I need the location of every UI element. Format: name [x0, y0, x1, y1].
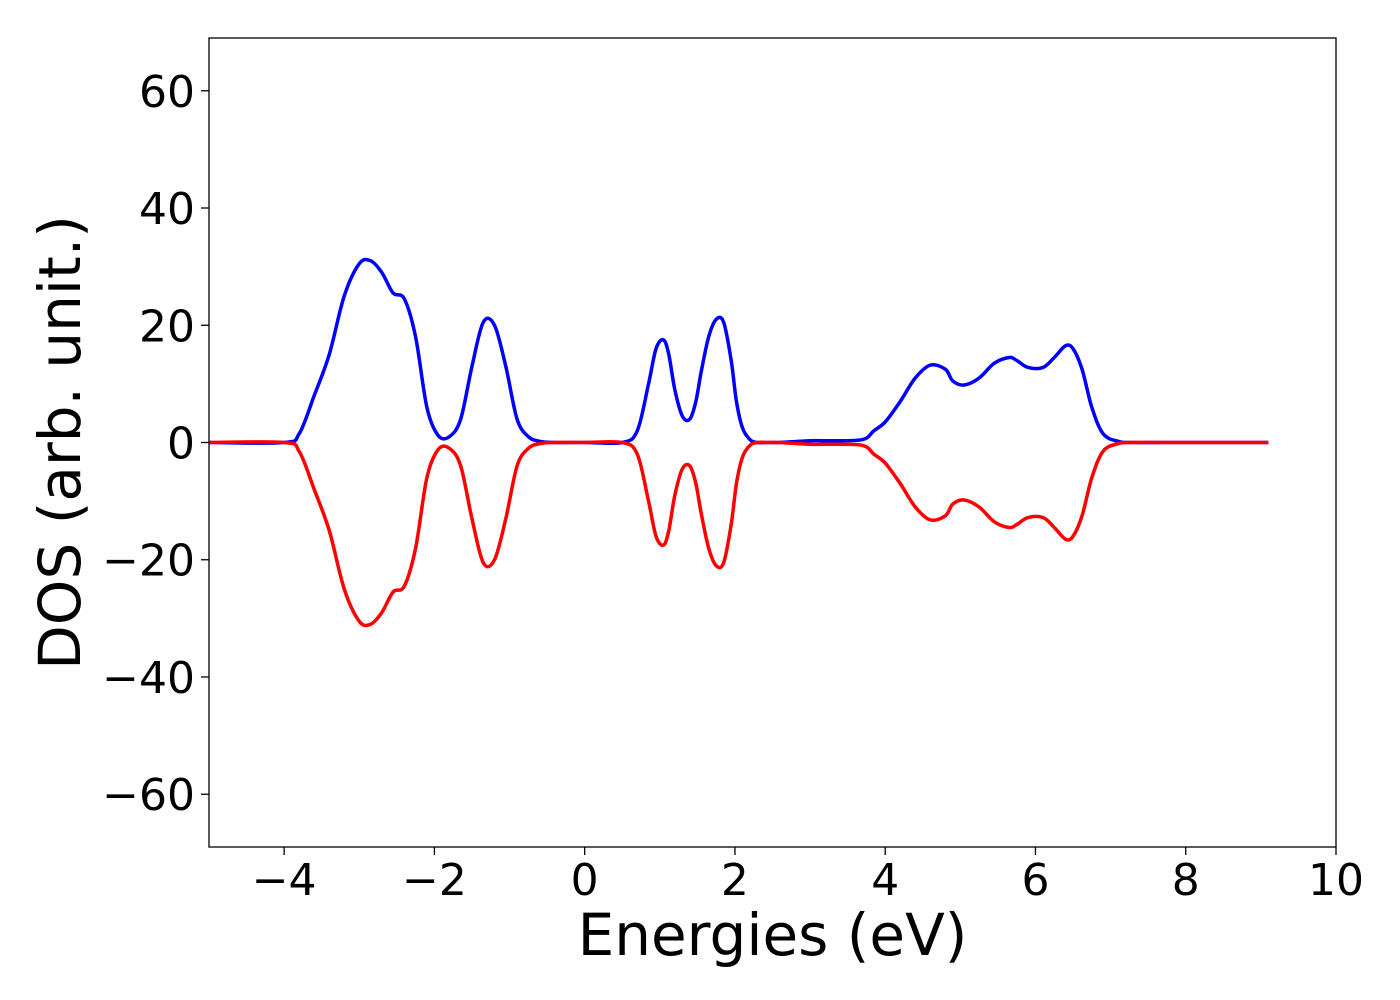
y-tick-label: −40	[102, 653, 195, 704]
x-axis-label: Energies (eV)	[578, 901, 968, 969]
x-tick-label: 10	[1308, 855, 1364, 906]
y-tick-label: 20	[139, 301, 195, 352]
y-axis-label: DOS (arb. unit.)	[26, 215, 94, 670]
y-tick-label: 60	[139, 67, 195, 118]
y-tick-label: 40	[139, 184, 195, 235]
x-tick-label: 4	[871, 855, 899, 906]
x-axis-ticks: −4 −2 0 2 4 6 8 10	[252, 847, 1364, 906]
y-tick-label: 0	[167, 419, 195, 470]
x-tick-label: −4	[252, 855, 317, 906]
y-axis-ticks: −60 −40 −20 0 20 40 60	[102, 67, 209, 821]
y-tick-label: −60	[102, 770, 195, 821]
x-tick-label: −2	[402, 855, 467, 906]
x-tick-label: 2	[721, 855, 749, 906]
x-tick-label: 8	[1172, 855, 1200, 906]
series-lines	[208, 257, 1269, 628]
series-line-blue	[208, 257, 1269, 446]
x-tick-label: 0	[571, 855, 599, 906]
y-tick-label: −20	[102, 536, 195, 587]
series-line-red	[208, 439, 1269, 628]
x-tick-label: 6	[1021, 855, 1049, 906]
